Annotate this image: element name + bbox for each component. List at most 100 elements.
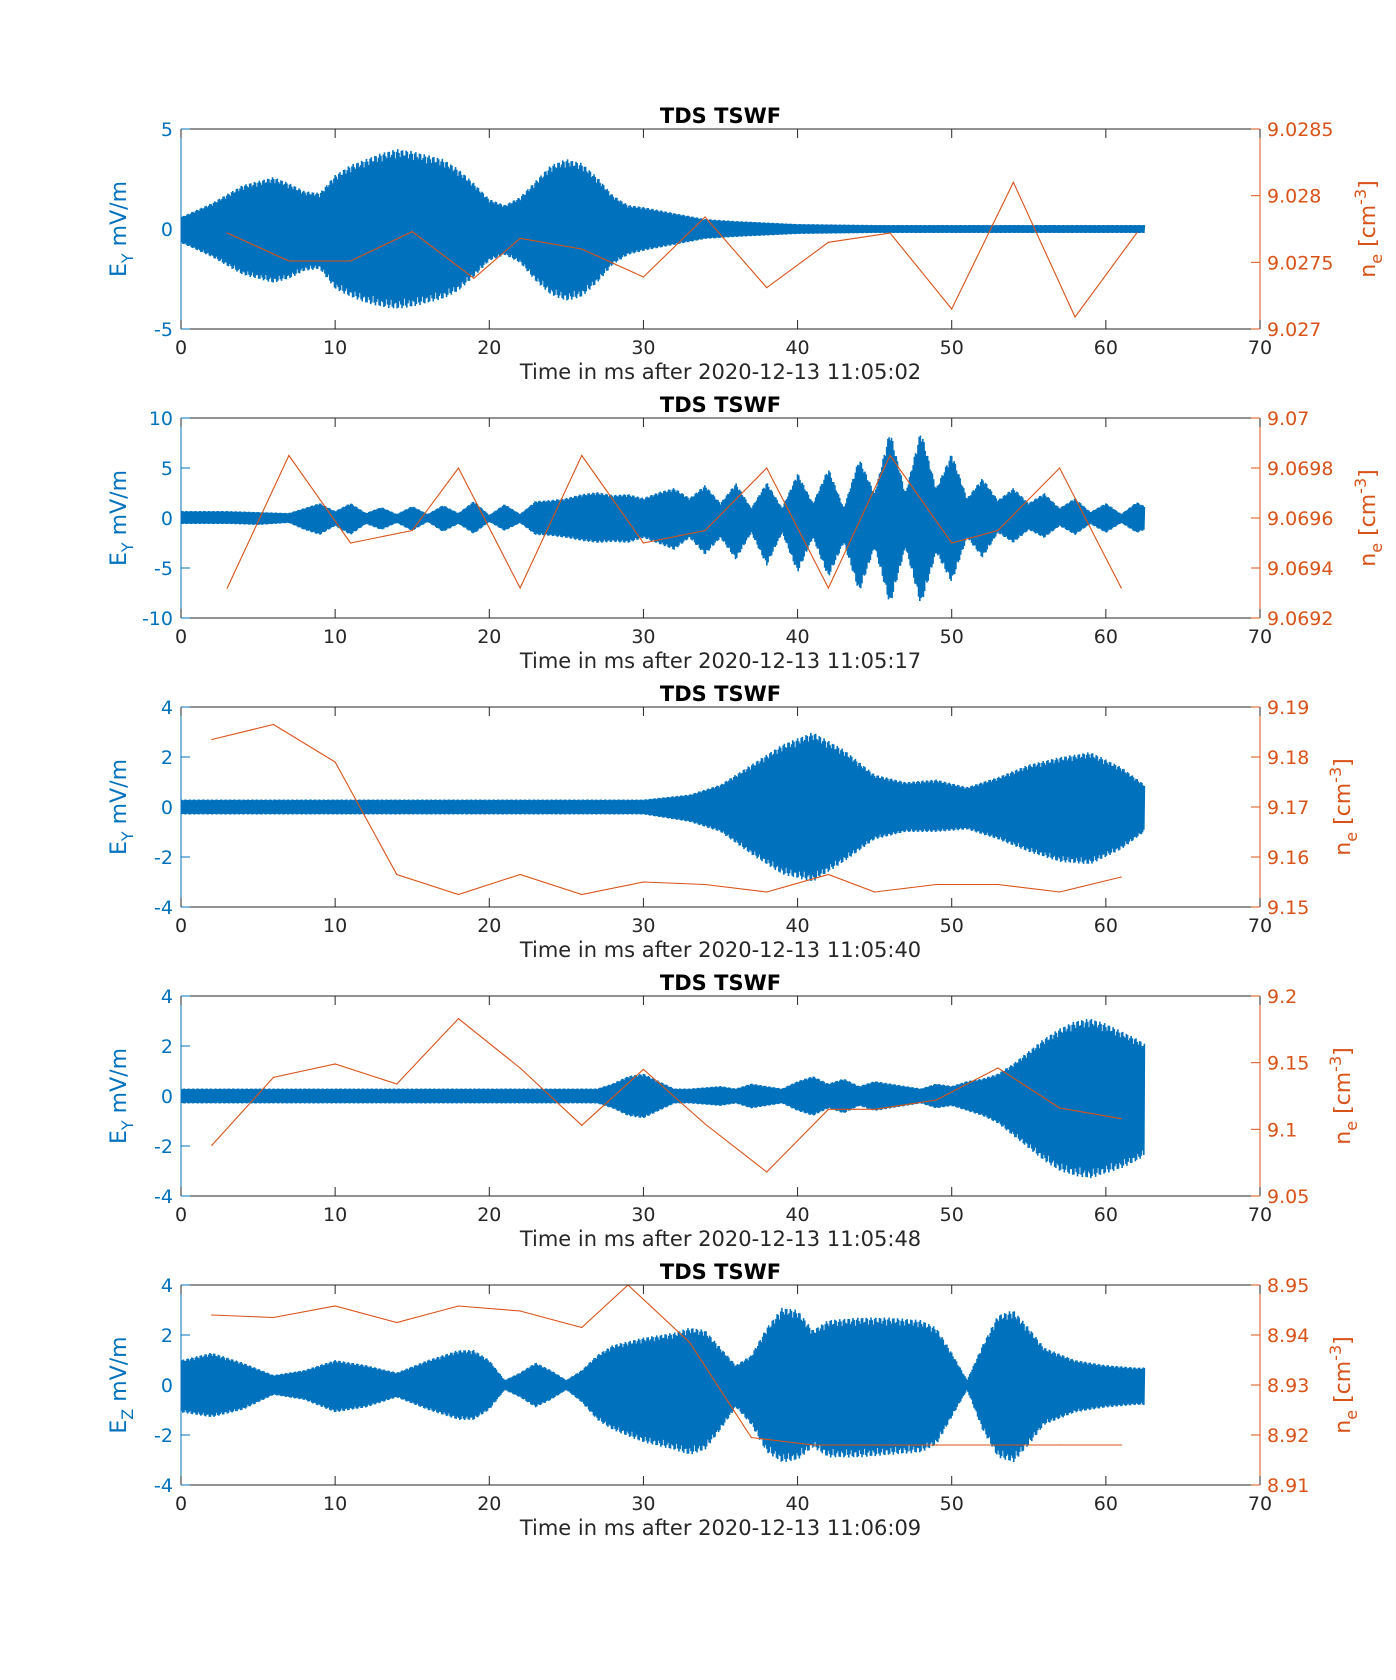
y-tick-label-right: 8.92: [1267, 1425, 1309, 1447]
y-label-right-main: n: [1356, 264, 1381, 278]
density-series-point: [827, 873, 830, 876]
y-tick-label-left: -2: [154, 1425, 173, 1447]
y-label-right-sub: e: [1342, 832, 1361, 842]
y-tick-label-left: -2: [154, 847, 173, 869]
y-tick-label-right: 9.0275: [1267, 252, 1333, 274]
density-series-point: [1120, 876, 1122, 878]
y-label-left-main: E: [107, 1130, 132, 1144]
density-series-line: [211, 723, 1122, 896]
y-label-right-main: n: [1356, 553, 1381, 567]
density-series-point: [288, 260, 290, 262]
y-label-right-unit: [cm: [1331, 1361, 1356, 1410]
x-tick-label: 50: [940, 626, 964, 648]
y-label-left-sub: Y: [118, 1120, 137, 1131]
plot-area: [181, 1017, 1146, 1179]
y-label-right-sup: -3: [1326, 1056, 1345, 1072]
density-series-point: [272, 723, 275, 726]
density-series-point: [519, 1067, 521, 1069]
y-tick-label-left: 2: [161, 1325, 173, 1347]
density-series-point: [1136, 232, 1138, 234]
density-series-point: [997, 1444, 999, 1446]
density-series-point: [689, 1341, 691, 1344]
x-tick-label: 60: [1094, 1204, 1118, 1226]
x-tick-label: 30: [631, 626, 655, 648]
density-series-point: [473, 277, 475, 279]
y-axis-label-right: ne [cm-3]: [1351, 180, 1386, 277]
x-tick-label: 40: [785, 915, 809, 937]
y-tick-label-left: 0: [161, 219, 173, 241]
density-series-point: [827, 587, 830, 589]
x-tick-label: 30: [631, 1493, 655, 1515]
chart-title: TDS TSWF: [660, 1260, 781, 1284]
y-tick-label-right: 8.91: [1267, 1475, 1309, 1497]
y-label-left-main: E: [107, 263, 132, 277]
density-series-point: [349, 542, 352, 544]
y-tick-label-right: 9.0285: [1267, 119, 1333, 141]
y-tick-label-left: 4: [161, 1275, 173, 1297]
y-label-left-sub: Y: [118, 831, 137, 842]
density-series-point: [581, 248, 583, 250]
y-axis-label-right: ne [cm-3]: [1326, 758, 1361, 855]
y-tick-label-right: 9.2: [1267, 986, 1297, 1008]
y-tick-label-left: 4: [161, 697, 173, 719]
density-series-point: [642, 881, 645, 883]
y-tick-label-right: 9.1: [1267, 1119, 1297, 1141]
y-label-right-sub: e: [1367, 543, 1386, 553]
density-series-point: [827, 1108, 830, 1110]
density-series-point: [704, 216, 706, 218]
x-tick-label: 30: [631, 915, 655, 937]
density-series-point: [951, 308, 953, 310]
y-label-left-unit: mV/m: [107, 470, 132, 542]
y-tick-label-right: 8.95: [1267, 1275, 1309, 1297]
y-axis-label-right: ne [cm-3]: [1351, 469, 1386, 566]
x-axis-label: Time in ms after 2020-12-13 11:05:17: [519, 649, 921, 673]
density-series-point: [704, 529, 706, 532]
y-axis-label-left: EY mV/m: [107, 1048, 137, 1144]
y-tick-label-right: 9.0692: [1267, 608, 1333, 630]
plot-area: [181, 1285, 1146, 1462]
y-label-left-main: E: [107, 841, 132, 855]
density-series-point: [935, 883, 937, 886]
density-series-point: [411, 529, 413, 532]
y-label-right-sub: e: [1342, 1410, 1361, 1420]
subplot-2: 0 10 20 30 40 50 60 70 -10 -5 0 5 10 9.0692 9.0694 9.06…: [107, 393, 1386, 673]
x-tick-label: 40: [785, 1493, 809, 1515]
y-axis-label-right: ne [cm-3]: [1326, 1047, 1361, 1144]
density-series-point: [642, 1068, 645, 1070]
density-series-point: [272, 1316, 275, 1319]
x-tick-label: 60: [1094, 337, 1118, 359]
density-series-point: [997, 529, 999, 532]
y-axis-label-right: ne [cm-3]: [1326, 1336, 1361, 1433]
subplot-1: 0 10 20 30 40 50 60 70-5059.0279.02759.0289.028…: [107, 104, 1386, 384]
x-tick-label: 10: [323, 1204, 347, 1226]
y-tick-label-right: 9.027: [1267, 319, 1321, 341]
y-label-right-sup: -3: [1351, 189, 1370, 205]
density-series-point: [1059, 1107, 1061, 1109]
y-label-right-sup: -3: [1326, 767, 1345, 783]
y-label-right-close: ]: [1331, 1336, 1356, 1345]
density-series-point: [334, 1063, 336, 1065]
chart-title: TDS TSWF: [660, 393, 781, 417]
y-axis-label-left: EY mV/m: [107, 181, 137, 277]
density-series-point: [288, 454, 290, 457]
density-series-point: [704, 1123, 706, 1125]
y-label-left-main: E: [107, 552, 132, 566]
x-tick-label: 0: [175, 626, 187, 648]
density-series-point: [827, 241, 830, 243]
x-tick-label: 70: [1248, 915, 1272, 937]
density-series-point: [396, 873, 398, 876]
y-label-left-main: E: [107, 1420, 132, 1434]
x-axis-label: Time in ms after 2020-12-13 11:06:09: [519, 1516, 921, 1540]
density-series-point: [457, 467, 460, 469]
x-tick-label: 30: [631, 337, 655, 359]
y-tick-label-right: 9.028: [1267, 186, 1321, 208]
density-series-point: [581, 893, 583, 896]
x-axis-label: Time in ms after 2020-12-13 11:05:48: [519, 1227, 921, 1251]
y-label-right-sup: -3: [1351, 478, 1370, 494]
density-series-point: [642, 276, 645, 278]
density-series-point: [1074, 316, 1076, 318]
density-series-point: [997, 883, 999, 886]
y-tick-label-left: 0: [161, 508, 173, 530]
density-series-line: [211, 1017, 1122, 1173]
density-series-point: [519, 237, 521, 239]
